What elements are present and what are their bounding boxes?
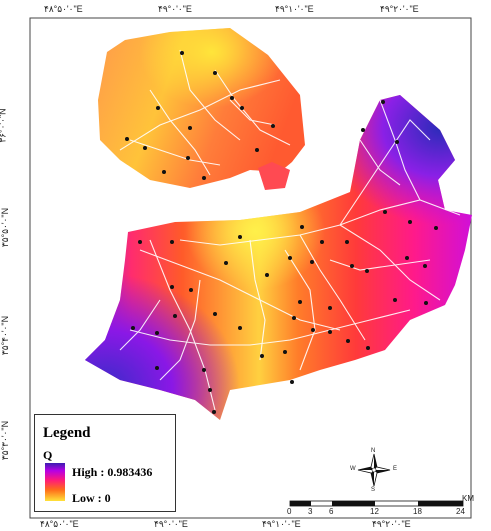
legend-color-ramp: [45, 463, 65, 501]
top-lon-label: ۴۹°۰'۰"E: [158, 4, 192, 14]
scale-label: 6: [329, 507, 334, 516]
bottom-lon-label: ۴۸°۵۰'۰"E: [40, 519, 79, 529]
scale-label: 24: [456, 507, 465, 516]
top-lon-label: ۴۹°۲۰'۰"E: [380, 4, 419, 14]
legend-box: Legend Q High : 0.983436 Low : 0: [34, 414, 176, 512]
scale-label: 12: [370, 507, 379, 516]
bottom-lon-label: ۴۹°۰'۰"E: [154, 519, 188, 529]
scale-label: 3: [308, 507, 313, 516]
main-region: [85, 95, 472, 420]
left-lat-label: ۳۵°۴۰'۰"N: [0, 315, 11, 356]
left-lat-label: ۳۶°۰'۰"N: [0, 108, 8, 143]
legend-title: Legend: [43, 425, 91, 441]
compass-rose-icon: [357, 453, 391, 487]
scale-bar: [289, 500, 464, 507]
top-lon-label: ۴۸°۵۰'۰"E: [44, 4, 83, 14]
compass-w-label: W: [350, 466, 356, 472]
top-lon-label: ۴۹°۱۰'۰"E: [275, 4, 314, 14]
bottom-lon-label: ۴۹°۱۰'۰"E: [262, 519, 301, 529]
compass-e-label: E: [393, 466, 398, 472]
scale-unit: KM: [462, 494, 474, 503]
sample-points: [125, 51, 438, 414]
legend-low-label: Low : 0: [72, 491, 111, 505]
bottom-lon-label: ۴۹°۲۰'۰"E: [372, 519, 411, 529]
compass-n-label: N: [371, 448, 376, 454]
compass-s-label: S: [371, 487, 376, 493]
left-lat-label: ۳۵°۵۰'۰"N: [0, 207, 11, 248]
scale-label: 18: [413, 507, 422, 516]
legend-high-label: High : 0.983436: [72, 465, 153, 479]
road-network: [119, 49, 461, 411]
left-lat-label: ۳۵°۳۰'۰"N: [0, 420, 11, 461]
scale-label: 0: [287, 507, 292, 516]
north-region: [98, 28, 305, 190]
legend-variable: Q: [43, 448, 53, 462]
